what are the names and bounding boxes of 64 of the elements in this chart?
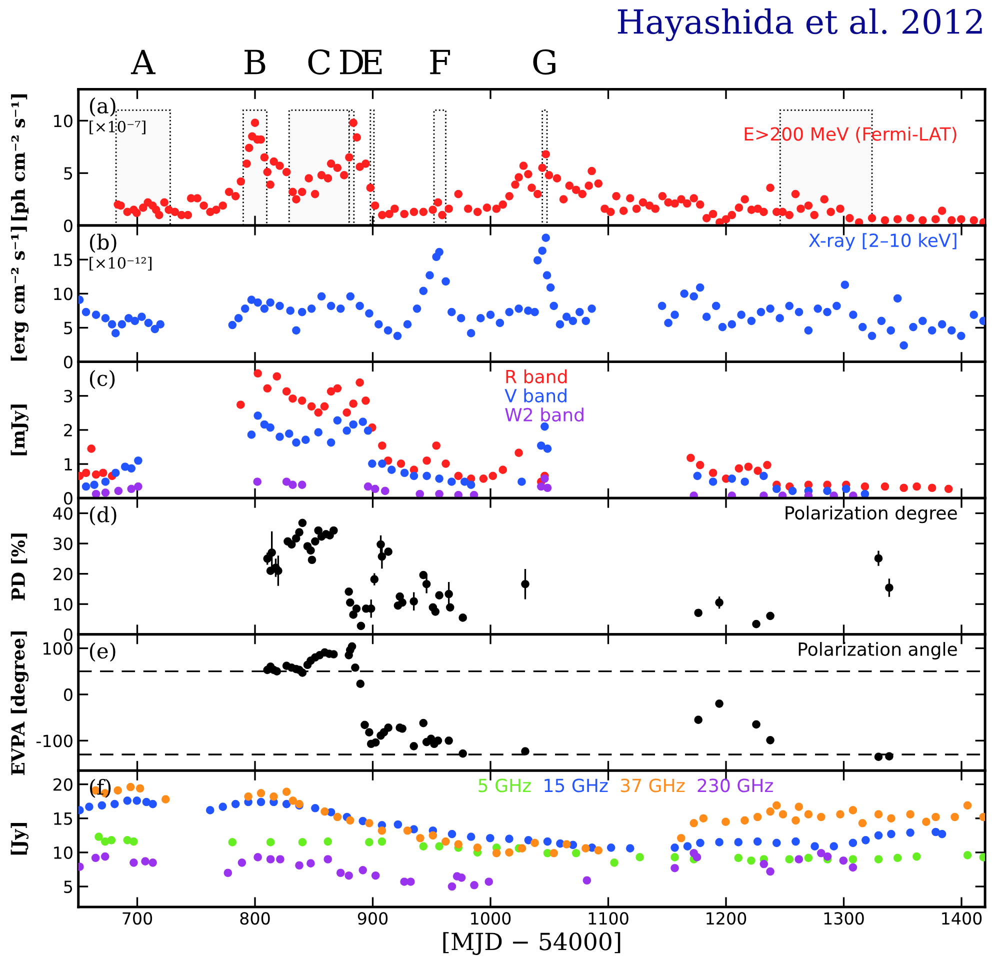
series-label: V band — [504, 388, 566, 402]
annotation: (e) — [90, 642, 116, 662]
band-label: D — [340, 50, 363, 74]
annotation: (d) — [90, 506, 116, 526]
band-label: G — [533, 49, 556, 75]
annotation: [×10⁻⁷] — [90, 120, 146, 134]
y-tick-label: 0 — [64, 688, 72, 702]
y-tick-label: 20 — [54, 778, 72, 791]
text: E>200 MeV (Fermi-LAT) — [744, 126, 956, 143]
x-tick-label: 700 — [122, 912, 152, 925]
y-tick-label: 2 — [64, 424, 72, 436]
y-tick-label: 15 — [54, 254, 72, 266]
y-tick-label: 3 — [64, 390, 72, 402]
y-axis-title: [ph cm⁻² s⁻¹] — [11, 94, 28, 220]
text: 230 GHz — [698, 778, 773, 792]
y-axis-title: EVPA [degree] — [10, 631, 28, 775]
y-tick-label: 5 — [64, 880, 72, 894]
x-tick-label: 1300 — [824, 912, 864, 925]
x-tick-label: 1100 — [588, 912, 628, 925]
y-tick-label: 0 — [64, 628, 72, 641]
y-tick-label: 30 — [54, 537, 72, 550]
y-axis-title: [mJy] — [10, 404, 28, 456]
y-axis-title: PD [%] — [11, 534, 28, 600]
text: 5 GHz — [478, 778, 531, 792]
x-tick-label: 1000 — [471, 912, 511, 925]
y-tick-label: -100 — [36, 734, 72, 748]
series-label: 37 GHz — [620, 778, 685, 792]
band-label: C — [308, 49, 330, 75]
band-label: B — [244, 50, 266, 74]
y-tick-label: 5 — [64, 322, 72, 334]
y-tick-label: 100 — [44, 642, 72, 655]
y-tick-label: 0 — [64, 219, 72, 232]
y-tick-label: 10 — [54, 114, 72, 128]
y-tick-label: 20 — [54, 568, 72, 580]
annotation: (c) — [90, 370, 115, 390]
annotation: [×10⁻¹²] — [90, 256, 152, 270]
text: X-ray [2–10 keV] — [808, 233, 956, 251]
y-tick-label: 10 — [54, 288, 72, 300]
band-label: A — [130, 50, 156, 74]
y-axis-title: [erg cm⁻² s⁻¹] — [10, 226, 28, 361]
chart-title: Hayashida et al. 2012 — [618, 8, 982, 42]
x-tick-label: 900 — [358, 912, 388, 925]
band-label: F — [430, 50, 450, 74]
y-tick-label: 1 — [64, 458, 72, 470]
y-tick-label: 40 — [53, 507, 72, 520]
text: 15 GHz — [544, 778, 608, 792]
text: W2 band — [505, 408, 584, 422]
y-axis-title: [Jy] — [10, 823, 28, 855]
x-tick-label: 1400 — [942, 912, 982, 925]
y-tick-label: 5 — [64, 167, 72, 180]
y-tick-label: 10 — [54, 598, 72, 611]
legend-label: Polarization degree — [786, 506, 957, 524]
y-tick-label: 10 — [54, 846, 72, 860]
x-tick-label: 800 — [240, 912, 270, 925]
y-tick-label: 0 — [64, 492, 72, 505]
y-tick-label: 0 — [64, 356, 72, 368]
text: R band — [506, 369, 567, 384]
y-tick-label: 15 — [54, 812, 72, 825]
x-axis-title: [MJD − 54000] — [443, 932, 620, 955]
annotation: (a) — [90, 97, 116, 116]
legend-label: Polarization angle — [798, 642, 957, 660]
band-label: E — [362, 50, 382, 74]
annotation: (b) — [90, 234, 116, 253]
x-tick-label: 1200 — [706, 912, 746, 925]
